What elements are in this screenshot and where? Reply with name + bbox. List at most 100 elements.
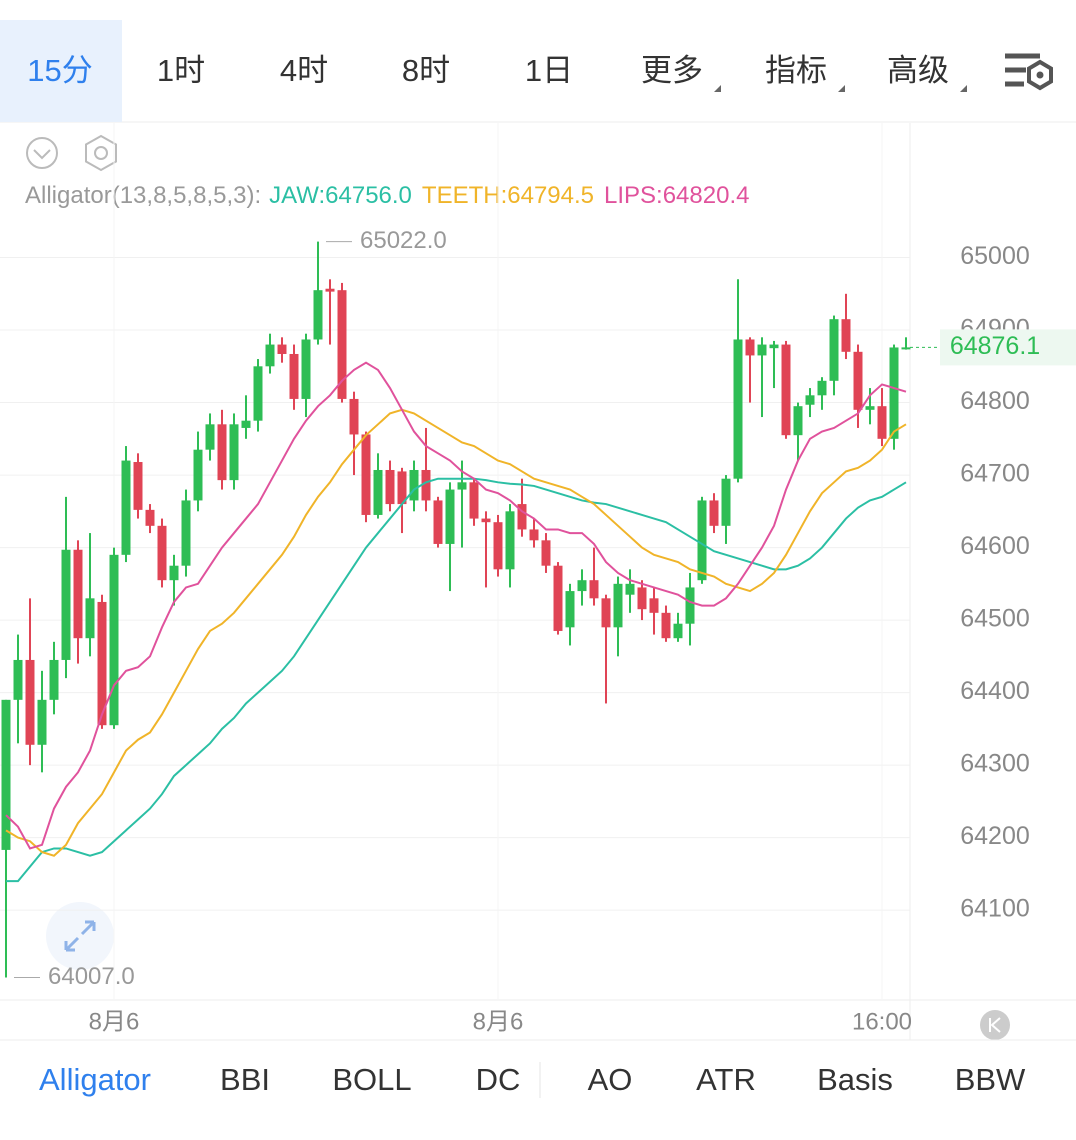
candle-body bbox=[901, 347, 911, 350]
candle-body bbox=[745, 339, 755, 356]
candle-body bbox=[841, 319, 851, 352]
indicator-tab[interactable]: AO bbox=[588, 1062, 633, 1097]
candle-body bbox=[589, 580, 599, 599]
candle-body bbox=[205, 424, 215, 450]
candle-body bbox=[637, 587, 647, 610]
candle-body bbox=[289, 353, 299, 399]
candle-body bbox=[97, 601, 107, 726]
legend-entry: JAW:64756.0 bbox=[269, 182, 412, 209]
candle-body bbox=[61, 549, 71, 660]
candle-body bbox=[793, 406, 803, 436]
timeframe-tab[interactable]: 1时 bbox=[157, 53, 205, 88]
candle-body bbox=[361, 434, 371, 515]
candle-body bbox=[397, 471, 407, 505]
candle-body bbox=[493, 522, 503, 570]
candle-body bbox=[133, 462, 143, 510]
indicator-tab[interactable]: Basis bbox=[817, 1062, 893, 1097]
candle-body bbox=[1, 699, 11, 850]
timeframe-tab[interactable]: 高级 bbox=[887, 53, 949, 88]
candle-body bbox=[13, 659, 23, 700]
indicator-tab[interactable]: BBI bbox=[220, 1062, 270, 1097]
candle-body bbox=[781, 344, 791, 436]
indicator-line bbox=[5, 361, 907, 850]
candle-body bbox=[385, 469, 395, 505]
candle-body bbox=[505, 511, 515, 570]
candle-body bbox=[613, 583, 623, 628]
timeframe-tab[interactable]: 1日 bbox=[525, 53, 573, 88]
candle-body bbox=[817, 380, 827, 396]
candle-body bbox=[253, 366, 263, 421]
candle-body bbox=[625, 583, 635, 595]
candle-body bbox=[517, 504, 527, 530]
timeframe-tab[interactable]: 指标 bbox=[765, 53, 827, 88]
dropdown-marker bbox=[960, 85, 967, 92]
candle-body bbox=[433, 500, 443, 544]
candle-body bbox=[73, 549, 83, 639]
candle-body bbox=[421, 469, 431, 501]
y-tick-label: 64100 bbox=[960, 895, 1030, 923]
candle-body bbox=[37, 699, 47, 745]
candle-body bbox=[169, 565, 179, 581]
candle-body bbox=[877, 406, 887, 439]
legend-entry: TEETH:64794.5 bbox=[422, 182, 594, 209]
indicator-tab[interactable]: DC bbox=[476, 1062, 521, 1097]
y-tick-label: 64800 bbox=[960, 387, 1030, 415]
y-tick-label: 64500 bbox=[960, 605, 1030, 633]
candle-body bbox=[733, 339, 743, 479]
settings-icon[interactable] bbox=[85, 134, 117, 172]
reset-icon[interactable] bbox=[980, 1010, 1010, 1040]
candle-body bbox=[853, 351, 863, 410]
active-tab-bg bbox=[0, 20, 122, 122]
candle-body bbox=[145, 509, 155, 526]
last-price-box bbox=[940, 329, 1076, 366]
candle-body bbox=[49, 659, 59, 700]
candle-body bbox=[661, 612, 671, 639]
candle-body bbox=[337, 290, 347, 399]
candle-body bbox=[673, 623, 683, 639]
candle-body bbox=[865, 406, 875, 410]
timeframe-tab[interactable]: 4时 bbox=[280, 53, 328, 88]
candle-body bbox=[349, 398, 359, 435]
indicator-line bbox=[6, 477, 907, 883]
y-tick-label: 64400 bbox=[960, 677, 1030, 705]
candle-body bbox=[229, 424, 239, 481]
candle-body bbox=[481, 518, 491, 523]
x-tick-label: 8月6 bbox=[473, 1008, 524, 1035]
candle-body bbox=[373, 469, 383, 515]
expand-icon[interactable] bbox=[46, 902, 114, 970]
candle-body bbox=[709, 500, 719, 526]
candle-body bbox=[541, 540, 551, 566]
y-tick-label: 64300 bbox=[960, 750, 1030, 778]
candle-body bbox=[697, 500, 707, 581]
dropdown-marker bbox=[838, 85, 845, 92]
menu-icon[interactable] bbox=[1005, 53, 1053, 91]
candle-body bbox=[25, 659, 35, 745]
candle-body bbox=[469, 482, 479, 519]
indicator-tab[interactable]: BBW bbox=[955, 1062, 1026, 1097]
candle-body bbox=[157, 525, 167, 581]
candle-body bbox=[769, 344, 779, 349]
legend-entry: LIPS:64820.4 bbox=[604, 182, 749, 209]
candle-body bbox=[241, 420, 251, 428]
candle-body bbox=[757, 344, 767, 356]
y-tick-label: 64700 bbox=[960, 460, 1030, 488]
collapse-icon[interactable] bbox=[26, 137, 58, 169]
x-tick-label: 16:00 bbox=[852, 1008, 912, 1035]
candle-body bbox=[301, 339, 311, 399]
candle-body bbox=[577, 580, 587, 592]
candle-body bbox=[553, 565, 563, 631]
candle-body bbox=[325, 288, 335, 292]
candle-body bbox=[313, 290, 323, 340]
indicator-tab[interactable]: ATR bbox=[696, 1062, 756, 1097]
indicator-tab[interactable]: BOLL bbox=[332, 1062, 411, 1097]
timeframe-tab[interactable]: 8时 bbox=[402, 53, 450, 88]
candle-body bbox=[685, 587, 695, 624]
candle-body bbox=[181, 500, 191, 566]
candle-body bbox=[109, 554, 119, 726]
dropdown-marker bbox=[714, 85, 721, 92]
timeframe-tab[interactable]: 15分 bbox=[27, 53, 92, 88]
min-label: 64007.0 bbox=[48, 963, 135, 990]
timeframe-tab[interactable]: 更多 bbox=[641, 53, 703, 88]
indicator-tab[interactable]: Alligator bbox=[39, 1062, 151, 1097]
